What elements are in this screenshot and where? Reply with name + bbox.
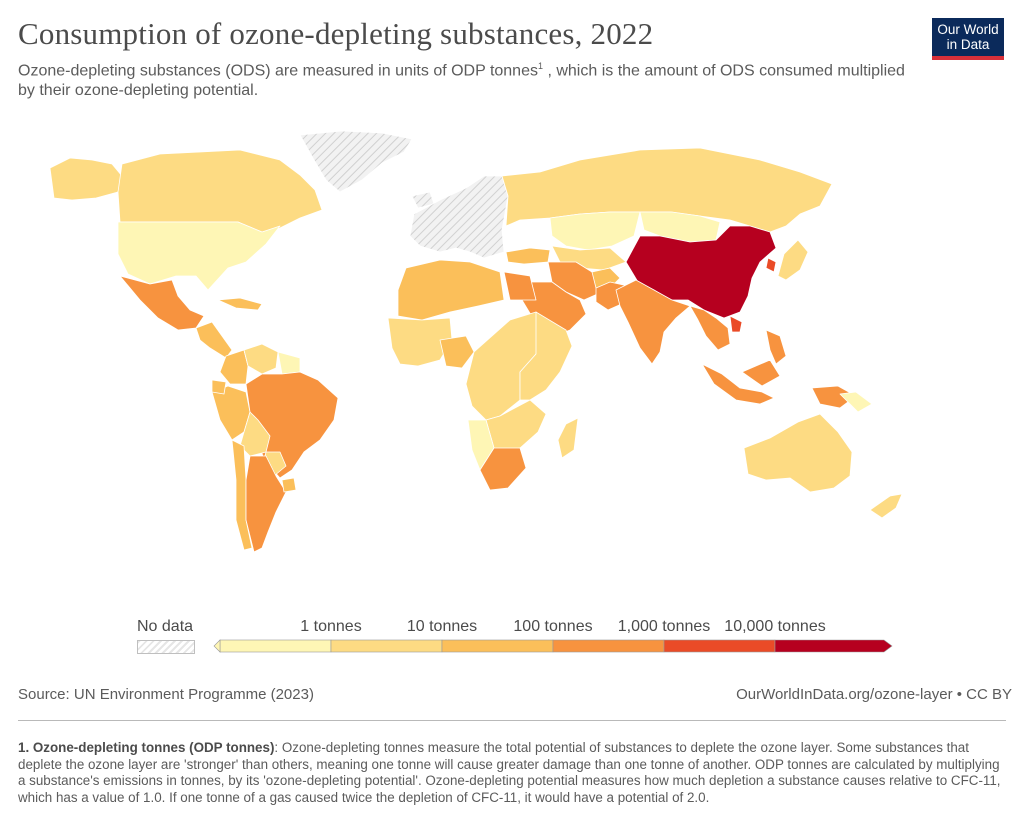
region-new-zealand[interactable] [869,493,903,519]
legend-bin-4[interactable] [663,639,776,653]
legend-tick-100: 100 tonnes [513,618,593,635]
footnote: 1. Ozone-depleting tonnes (ODP tonnes): … [18,740,1008,806]
region-saudi-arabia[interactable] [519,281,587,339]
legend-no-data-label: No data [137,618,194,635]
chart-title: Consumption of ozone-depleting substance… [18,16,654,51]
legend-bin-1[interactable] [330,639,443,653]
legend-tick-1000: 1,000 tonnes [617,618,711,635]
chart-subtitle: Ozone-depleting substances (ODS) are mea… [18,56,918,101]
source-url-link[interactable]: OurWorldInData.org/ozone-layer • CC BY [736,686,1012,703]
legend-bin-0-cap [213,639,221,653]
legend-no-data-swatch[interactable] [137,640,195,654]
region-argentina[interactable] [245,455,287,553]
legend-tick-10000: 10,000 tonnes [724,618,826,635]
legend-bin-5[interactable] [774,639,893,653]
legend-bin-3[interactable] [552,639,665,653]
region-uruguay[interactable] [281,477,297,493]
region-north-africa[interactable] [397,259,505,321]
region-nigeria[interactable] [439,335,475,369]
region-mexico[interactable] [119,275,205,331]
region-europe-eu[interactable] [409,175,509,259]
region-south-africa[interactable] [479,447,527,491]
region-chile[interactable] [231,439,253,551]
region-indonesia[interactable] [701,359,857,409]
region-central-america[interactable] [195,321,233,359]
region-india[interactable] [615,279,691,365]
legend-tick-10: 10 tonnes [406,618,478,635]
footnote-text: : Ozone-depleting tonnes measure the tot… [18,740,1001,805]
region-guianas[interactable] [277,351,301,375]
region-madagascar[interactable] [557,417,579,459]
region-egypt[interactable] [503,271,537,301]
logo-line-1: Our World [937,22,999,37]
region-south-korea[interactable] [765,257,777,273]
region-united-states[interactable] [117,221,281,291]
region-kazakhstan[interactable] [549,211,641,251]
region-papua-new-guinea[interactable] [839,391,873,413]
region-turkey[interactable] [505,247,551,265]
region-japan[interactable] [777,239,809,281]
region-ecuador[interactable] [211,379,227,395]
source-text: Source: UN Environment Programme (2023) [18,686,314,703]
region-canada[interactable] [117,149,323,233]
region-caribbean[interactable] [217,297,263,311]
footnote-title: 1. Ozone-depleting tonnes (ODP tonnes) [18,740,275,755]
region-alaska[interactable] [49,157,123,201]
world-map [49,130,903,553]
logo-line-2: in Data [946,37,990,52]
owid-logo[interactable]: Our World in Data [932,18,1004,60]
region-venezuela[interactable] [243,343,279,375]
legend-bin-2[interactable] [441,639,554,653]
subtitle-text-rest: , which is the amount of ODS consumed mu… [18,62,905,100]
region-southeast-asia-mainland[interactable] [689,305,731,351]
region-vietnam[interactable] [729,315,743,333]
region-west-africa[interactable] [387,317,453,367]
region-east-africa[interactable] [519,311,573,401]
region-philippines[interactable] [765,329,787,365]
footnote-ref[interactable]: 1 [537,61,543,71]
legend-tick-1: 1 tonnes [300,618,362,635]
subtitle-text: Ozone-depleting substances (ODS) are mea… [18,62,538,80]
footer-divider [18,720,1006,721]
region-australia[interactable] [743,413,853,493]
region-greenland[interactable] [299,130,413,193]
legend-bin-0[interactable] [219,639,332,653]
legend: No data 1 tonnes 10 tonnes 100 tonnes 1,… [0,612,1024,662]
legend-color-scale [213,639,893,653]
